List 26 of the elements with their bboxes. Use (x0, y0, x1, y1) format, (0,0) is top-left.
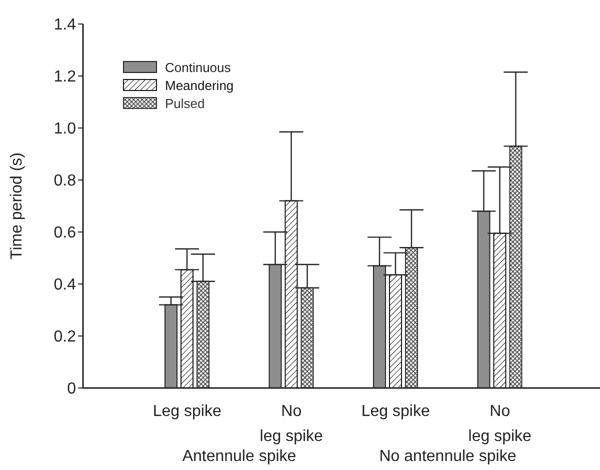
legend-label: Continuous (165, 60, 231, 74)
bar (284, 200, 298, 388)
bar (509, 146, 522, 388)
text: No antennule spike (378, 448, 518, 466)
y-tick-label: 0.6 (54, 224, 76, 242)
bar (300, 287, 314, 388)
y-tick-label: 0 (67, 380, 76, 398)
y-tick-label: 1.2 (54, 68, 76, 86)
text: Antennule spike (181, 448, 298, 466)
x-tick-label: Leg spike (152, 403, 222, 420)
text: Meandering (165, 78, 234, 92)
y-tick-label: 0.4 (54, 276, 76, 294)
x-tick-label: Leg spike (361, 403, 430, 420)
bar (180, 269, 194, 388)
x-tick-label: No leg spike (260, 403, 324, 445)
y-tick-label: 0.8 (54, 172, 76, 190)
bar (493, 232, 506, 388)
bar (196, 280, 210, 388)
y-tick-label: 1.0 (54, 120, 76, 138)
x-tick-label: No leg spike (468, 403, 532, 445)
y-tick-label: 1.4 (54, 16, 76, 34)
y-tick-label: 0.2 (54, 328, 76, 346)
bar (389, 274, 402, 388)
text: Pulsed (165, 96, 205, 110)
bar (405, 247, 418, 388)
y-axis-title: Time period (s) (8, 152, 26, 260)
